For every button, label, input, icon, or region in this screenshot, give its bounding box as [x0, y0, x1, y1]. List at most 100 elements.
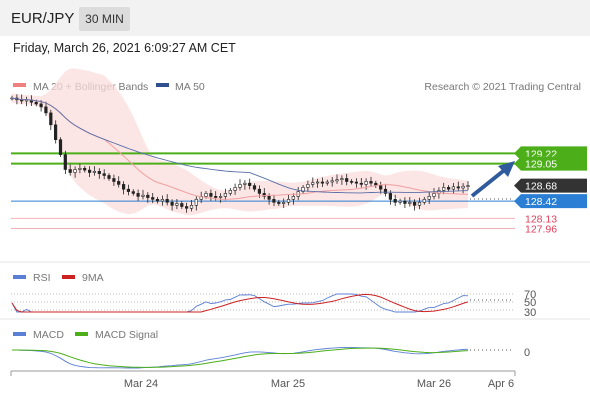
price-label-resistance: 129.05 [514, 156, 587, 171]
candle [311, 177, 315, 188]
candle [126, 184, 130, 196]
candle [228, 188, 232, 196]
candle [442, 182, 446, 195]
candle [383, 183, 388, 197]
candle [345, 173, 349, 186]
candle [180, 201, 184, 209]
price-label-support: 127.96 [525, 224, 557, 236]
price-label-last: 128.68 [514, 178, 587, 193]
candle [466, 181, 470, 190]
candle [92, 166, 96, 176]
candle [325, 179, 329, 186]
candle [286, 194, 291, 206]
candle [379, 181, 383, 194]
candle [252, 183, 257, 192]
x-tick-label: Mar 24 [124, 378, 158, 390]
candle [446, 185, 451, 192]
candle [136, 189, 140, 201]
candle [189, 200, 194, 212]
rsi-level-label-50: 50 [524, 297, 536, 309]
candle [369, 176, 373, 187]
ma50-line [11, 97, 469, 194]
candle [354, 178, 359, 188]
candle [165, 194, 169, 206]
rsi-ma-legend-label: 9MA [82, 272, 104, 284]
candle [359, 178, 363, 188]
header-bar: EUR/JPY 30 MIN [0, 0, 590, 36]
candle [107, 173, 111, 181]
candle [432, 188, 436, 200]
copyright-text: Research © 2021 Trading Central [424, 81, 581, 93]
candle [349, 179, 354, 185]
candle [403, 197, 407, 208]
rsi-legend-swatch [13, 275, 26, 279]
candle [461, 183, 465, 194]
macd-signal-legend-label: MACD Signal [95, 329, 158, 341]
candle [451, 183, 456, 194]
candle [63, 150, 67, 174]
candle [53, 120, 58, 144]
candle [219, 193, 223, 203]
candle [44, 101, 48, 116]
candle [170, 199, 174, 211]
candle [272, 194, 276, 207]
candle [151, 193, 155, 204]
candle [427, 192, 431, 204]
macd-signal-line [12, 347, 469, 368]
bollinger-band [12, 68, 468, 216]
symbol-title: EUR/JPY [11, 10, 75, 27]
level-lines [11, 152, 515, 229]
candle [141, 189, 145, 200]
interval-button[interactable]: 30 MIN [79, 7, 130, 31]
price-level-value: 129.05 [525, 159, 557, 171]
rsi-legend-label: RSI [33, 272, 51, 284]
candle [73, 166, 77, 178]
candle [248, 178, 252, 190]
forecast-arrow [470, 161, 515, 198]
candle [160, 195, 165, 206]
ma50-legend-swatch [156, 83, 169, 87]
candle [422, 196, 426, 205]
candle [122, 181, 126, 195]
macd-legend-swatch [13, 332, 26, 336]
candle [335, 174, 339, 184]
macd-line [11, 346, 469, 369]
candle [131, 189, 135, 196]
candle [456, 181, 460, 192]
bollinger-fill [12, 68, 468, 216]
candle [393, 194, 397, 207]
candlesticks [10, 94, 470, 213]
rsi-level-label-70: 70 [524, 289, 536, 301]
candle [340, 175, 344, 185]
price-label-support: 128.13 [525, 213, 557, 225]
candle [146, 192, 150, 203]
candle [243, 180, 247, 190]
candle [277, 199, 281, 206]
candle [388, 190, 393, 205]
candle [175, 199, 179, 210]
candle [88, 166, 92, 177]
candle [117, 176, 121, 188]
candle [330, 177, 334, 187]
candle [412, 199, 417, 211]
candle [281, 198, 286, 208]
candle [49, 109, 53, 131]
x-tick-label: Mar 26 [417, 378, 451, 390]
rsi-level-label-30: 30 [524, 307, 536, 319]
candle [155, 196, 160, 204]
candle [223, 188, 228, 201]
ma50-legend-label: MA 50 [175, 81, 205, 93]
price-level-value: 127.96 [525, 224, 557, 236]
x-tick-label: Apr 6 [488, 378, 514, 390]
rsi-ma-line [11, 293, 469, 313]
candle [315, 178, 320, 188]
candle [83, 165, 87, 173]
candle [320, 177, 325, 187]
candle [301, 185, 305, 194]
candle [417, 197, 422, 210]
candle [185, 202, 189, 213]
candle [112, 174, 116, 186]
candle [58, 137, 63, 157]
